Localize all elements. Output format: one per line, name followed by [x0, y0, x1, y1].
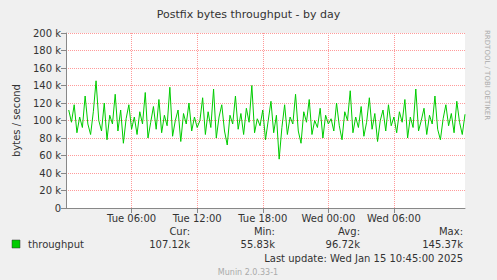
svg-text:Min:: Min: — [254, 226, 275, 237]
svg-text:Last update: Wed Jan 15 10:45:: Last update: Wed Jan 15 10:45:00 2025 — [264, 253, 463, 264]
svg-text:Tue 06:00: Tue 06:00 — [106, 213, 156, 224]
svg-text:bytes / second: bytes / second — [11, 84, 22, 157]
svg-text:200 k: 200 k — [33, 28, 61, 39]
svg-text:0: 0 — [55, 203, 61, 214]
svg-text:120 k: 120 k — [33, 98, 61, 109]
svg-text:Wed 06:00: Wed 06:00 — [367, 213, 421, 224]
svg-text:180 k: 180 k — [33, 45, 61, 56]
svg-text:Cur:: Cur: — [169, 226, 190, 237]
svg-text:Max:: Max: — [439, 226, 463, 237]
svg-text:Tue 18:00: Tue 18:00 — [237, 213, 287, 224]
svg-text:107.12k: 107.12k — [149, 239, 190, 250]
svg-text:Munin 2.0.33-1: Munin 2.0.33-1 — [218, 268, 278, 277]
svg-text:Tue 12:00: Tue 12:00 — [172, 213, 222, 224]
svg-text:145.37k: 145.37k — [422, 239, 463, 250]
svg-text:RRDTOOL / TOBI OETIKER: RRDTOOL / TOBI OETIKER — [483, 30, 491, 120]
svg-text:Postfix bytes throughput - by: Postfix bytes throughput - by day — [157, 8, 341, 21]
svg-text:Wed 00:00: Wed 00:00 — [301, 213, 355, 224]
svg-text:160 k: 160 k — [33, 63, 61, 74]
svg-text:80 k: 80 k — [39, 133, 61, 144]
svg-text:96.72k: 96.72k — [326, 239, 361, 250]
svg-text:40 k: 40 k — [39, 168, 61, 179]
svg-text:140 k: 140 k — [33, 80, 61, 91]
svg-text:100 k: 100 k — [33, 115, 61, 126]
svg-text:20 k: 20 k — [39, 185, 61, 196]
svg-text:60 k: 60 k — [39, 150, 61, 161]
svg-text:throughput: throughput — [28, 239, 84, 250]
svg-text:55.83k: 55.83k — [241, 239, 276, 250]
svg-text:Avg:: Avg: — [338, 226, 360, 237]
